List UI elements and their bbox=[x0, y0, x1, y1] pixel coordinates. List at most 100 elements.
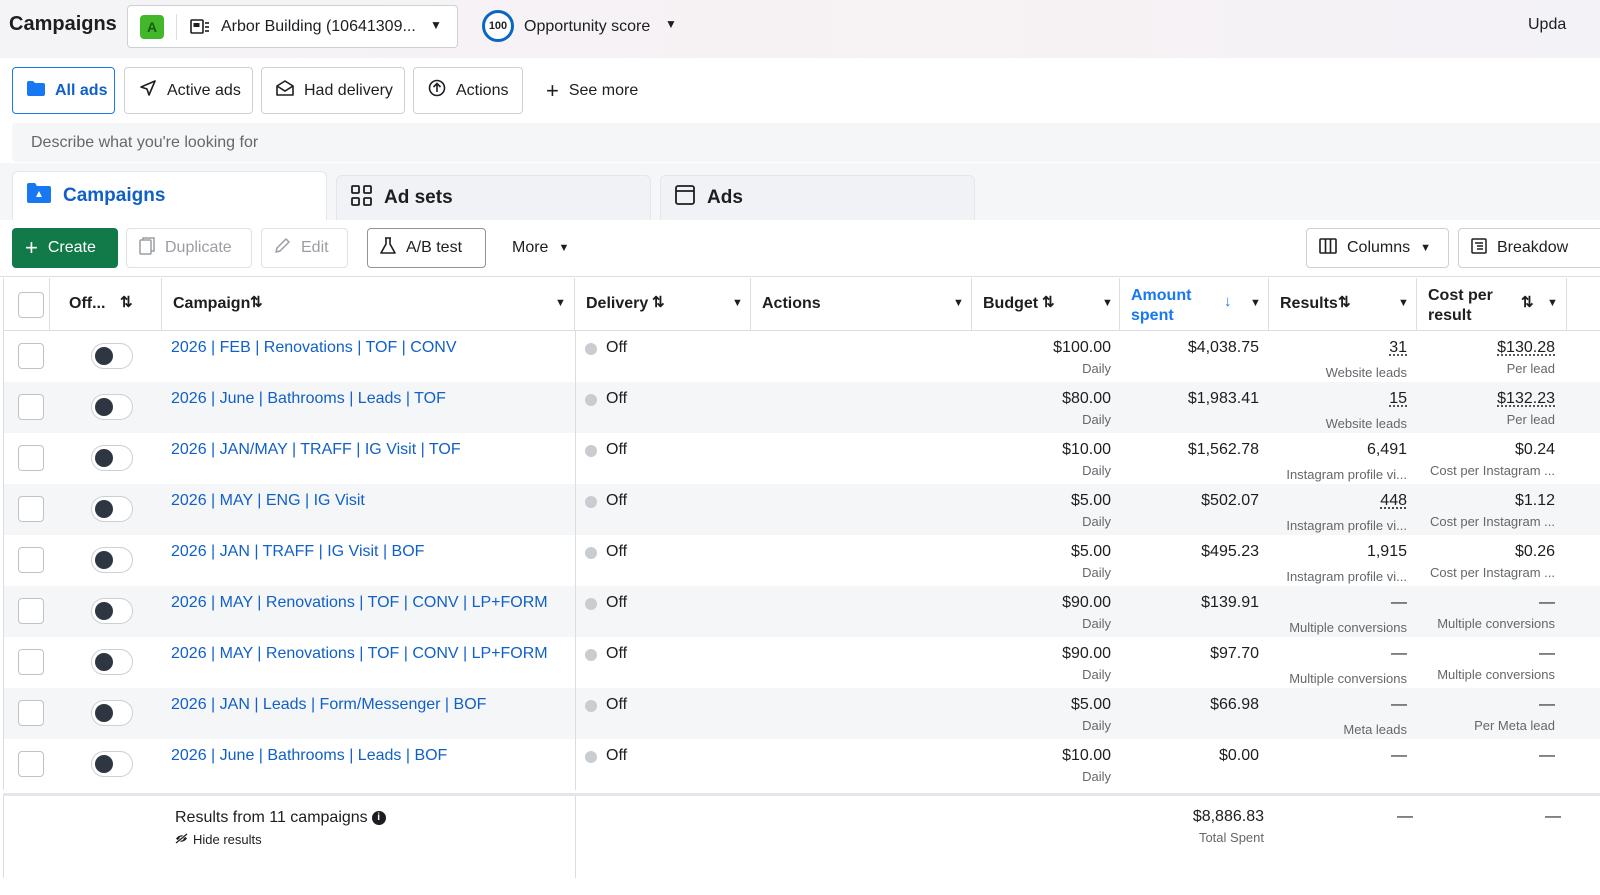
campaign-toggle[interactable] bbox=[91, 394, 133, 420]
breakdown-icon bbox=[1471, 237, 1487, 259]
row-checkbox[interactable] bbox=[18, 700, 44, 726]
select-all-checkbox[interactable] bbox=[18, 292, 44, 318]
see-more-button[interactable]: + See more bbox=[532, 67, 652, 114]
chevron-down-icon[interactable]: ▼ bbox=[1250, 297, 1261, 309]
filter-actions[interactable]: Actions bbox=[413, 67, 523, 114]
campaign-name-link[interactable]: 2026 | June | Bathrooms | Leads | BOF bbox=[171, 747, 448, 764]
campaign-name-link[interactable]: 2026 | MAY | Renovations | TOF | CONV | … bbox=[171, 645, 548, 662]
header-budget[interactable]: Budget ⇅ ▼ bbox=[972, 278, 1120, 331]
table-row[interactable]: 2026 | JAN | Leads | Form/Messenger | BO… bbox=[3, 688, 1600, 739]
campaign-name-link[interactable]: 2026 | JAN | TRAFF | IG Visit | BOF bbox=[171, 543, 425, 560]
search-input[interactable] bbox=[12, 123, 1600, 162]
chevron-down-icon[interactable]: ▼ bbox=[1102, 297, 1113, 309]
header-campaign[interactable]: Campaign ⇅ ▼ bbox=[162, 278, 575, 331]
budget-value[interactable]: $100.00 bbox=[1053, 339, 1111, 356]
sort-icon[interactable]: ⇅ bbox=[1338, 294, 1351, 311]
chevron-down-icon[interactable]: ▼ bbox=[555, 297, 566, 309]
header-results[interactable]: Results ⇅ ▼ bbox=[1269, 278, 1417, 331]
chevron-down-icon[interactable]: ▼ bbox=[1398, 297, 1409, 309]
row-checkbox[interactable] bbox=[18, 496, 44, 522]
row-checkbox[interactable] bbox=[18, 394, 44, 420]
table-row[interactable]: 2026 | MAY | Renovations | TOF | CONV | … bbox=[3, 586, 1600, 637]
table-row[interactable]: 2026 | June | Bathrooms | Leads | BOF Off… bbox=[3, 739, 1600, 790]
header-results-label: Results bbox=[1280, 295, 1338, 312]
row-checkbox[interactable] bbox=[18, 547, 44, 573]
table-row[interactable]: 2026 | JAN | TRAFF | IG Visit | BOF Off $5… bbox=[3, 535, 1600, 586]
row-checkbox[interactable] bbox=[18, 649, 44, 675]
campaign-toggle[interactable] bbox=[91, 547, 133, 573]
chevron-down-icon[interactable]: ▼ bbox=[1547, 297, 1558, 309]
campaign-name-link[interactable]: 2026 | MAY | ENG | IG Visit bbox=[171, 492, 365, 509]
table-row[interactable]: 2026 | FEB | Renovations | TOF | CONV Off… bbox=[3, 331, 1600, 382]
breakdown-dropdown[interactable]: Breakdow bbox=[1458, 228, 1600, 268]
sort-descending-icon[interactable]: ↓ bbox=[1224, 293, 1232, 310]
budget-value[interactable]: $10.00 bbox=[1062, 747, 1111, 764]
table-row[interactable]: 2026 | June | Bathrooms | Leads | TOF Off… bbox=[3, 382, 1600, 433]
filter-all-ads[interactable]: All ads bbox=[12, 67, 115, 114]
campaign-toggle[interactable] bbox=[91, 445, 133, 471]
delivery-status-dot bbox=[585, 547, 597, 559]
header-amount-spent[interactable]: Amount spent ↓ ▼ bbox=[1120, 278, 1269, 331]
chevron-down-icon[interactable]: ▼ bbox=[732, 297, 743, 309]
campaign-toggle[interactable] bbox=[91, 598, 133, 624]
row-checkbox[interactable] bbox=[18, 598, 44, 624]
row-checkbox[interactable] bbox=[18, 343, 44, 369]
header-delivery[interactable]: Delivery ⇅ ▼ bbox=[575, 278, 751, 331]
hide-results-button[interactable]: Hide results bbox=[175, 832, 262, 847]
filter-active-ads[interactable]: Active ads bbox=[124, 67, 253, 114]
account-selector[interactable]: A Arbor Building (10641309... ▼ bbox=[127, 5, 458, 48]
results-label: Instagram profile vi... bbox=[1286, 518, 1407, 533]
campaign-toggle[interactable] bbox=[91, 649, 133, 675]
sort-icon[interactable]: ⇅ bbox=[120, 294, 133, 311]
filter-had-delivery[interactable]: Had delivery bbox=[261, 67, 405, 114]
tab-ads[interactable]: Ads bbox=[660, 175, 975, 220]
info-icon[interactable]: i bbox=[371, 810, 386, 825]
table-row[interactable]: 2026 | MAY | ENG | IG Visit Off $5.00 Daily… bbox=[3, 484, 1600, 535]
more-dropdown[interactable]: More ▼ bbox=[500, 228, 581, 268]
budget-value[interactable]: $90.00 bbox=[1062, 645, 1111, 662]
row-checkbox[interactable] bbox=[18, 445, 44, 471]
duplicate-button[interactable]: Duplicate bbox=[126, 228, 252, 268]
total-cost-value: — bbox=[1545, 808, 1561, 825]
header-off-on[interactable]: Off... ⇅ bbox=[50, 278, 162, 331]
budget-value[interactable]: $5.00 bbox=[1070, 696, 1111, 713]
opportunity-score-label[interactable]: Opportunity score bbox=[524, 18, 651, 35]
update-button[interactable]: Upda bbox=[1528, 16, 1567, 33]
ab-test-button[interactable]: A/B test bbox=[367, 228, 486, 268]
campaign-name-link[interactable]: 2026 | JAN | Leads | Form/Messenger | BO… bbox=[171, 696, 487, 713]
chevron-down-icon[interactable]: ▼ bbox=[953, 297, 964, 309]
tab-ad-sets[interactable]: Ad sets bbox=[336, 175, 651, 220]
tab-campaigns[interactable]: Campaigns bbox=[12, 171, 327, 220]
sort-icon[interactable]: ⇅ bbox=[1521, 294, 1534, 311]
campaign-name-link[interactable]: 2026 | JAN/MAY | TRAFF | IG Visit | TOF bbox=[171, 441, 461, 458]
campaign-toggle[interactable] bbox=[91, 700, 133, 726]
table-row[interactable]: 2026 | MAY | Renovations | TOF | CONV | … bbox=[3, 637, 1600, 688]
budget-value[interactable]: $10.00 bbox=[1062, 441, 1111, 458]
create-button[interactable]: + Create bbox=[12, 228, 118, 268]
columns-dropdown[interactable]: Columns ▼ bbox=[1306, 228, 1449, 268]
campaign-toggle[interactable] bbox=[91, 496, 133, 522]
table-row[interactable]: 2026 | JAN/MAY | TRAFF | IG Visit | TOF O… bbox=[3, 433, 1600, 484]
edit-button[interactable]: Edit bbox=[261, 228, 348, 268]
header-cost-per-result[interactable]: Cost per result ⇅ ▼ bbox=[1417, 278, 1567, 331]
campaign-toggle[interactable] bbox=[91, 343, 133, 369]
row-checkbox[interactable] bbox=[18, 751, 44, 777]
sort-icon[interactable]: ⇅ bbox=[250, 294, 263, 311]
sort-icon[interactable]: ⇅ bbox=[1042, 294, 1055, 311]
toolbar: + Create Duplicate Edit A/B test More ▼ … bbox=[0, 220, 1600, 277]
budget-value[interactable]: $90.00 bbox=[1062, 594, 1111, 611]
campaign-name-link[interactable]: 2026 | FEB | Renovations | TOF | CONV bbox=[171, 339, 457, 356]
budget-value[interactable]: $5.00 bbox=[1070, 543, 1111, 560]
opportunity-score-badge[interactable]: 100 bbox=[482, 10, 514, 42]
campaign-name-link[interactable]: 2026 | June | Bathrooms | Leads | TOF bbox=[171, 390, 446, 407]
column-divider bbox=[575, 331, 576, 382]
campaign-toggle[interactable] bbox=[91, 751, 133, 777]
amount-spent-value: $139.91 bbox=[1201, 594, 1259, 611]
chevron-down-icon[interactable]: ▼ bbox=[665, 17, 677, 31]
header-actions[interactable]: Actions ▼ bbox=[751, 278, 972, 331]
budget-value[interactable]: $80.00 bbox=[1062, 390, 1111, 407]
sort-icon[interactable]: ⇅ bbox=[652, 294, 665, 311]
header-campaign-label: Campaign bbox=[173, 295, 251, 312]
campaign-name-link[interactable]: 2026 | MAY | Renovations | TOF | CONV | … bbox=[171, 594, 548, 611]
budget-value[interactable]: $5.00 bbox=[1070, 492, 1111, 509]
